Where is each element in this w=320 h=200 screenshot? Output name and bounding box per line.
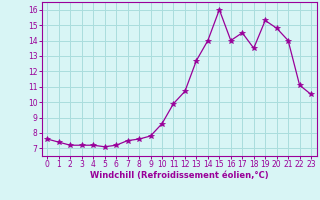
X-axis label: Windchill (Refroidissement éolien,°C): Windchill (Refroidissement éolien,°C) — [90, 171, 268, 180]
